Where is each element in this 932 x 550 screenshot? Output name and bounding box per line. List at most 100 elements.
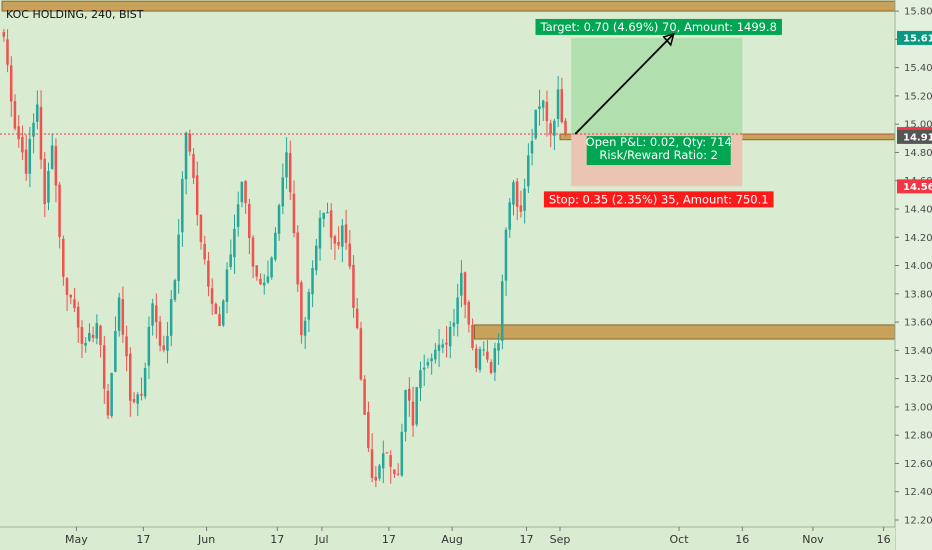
candle-body <box>300 282 303 336</box>
candle-body <box>244 181 247 204</box>
candle-body <box>188 133 192 152</box>
price-tag-stop: 14.56 <box>897 179 932 194</box>
candle-body <box>448 326 452 347</box>
candle-body <box>24 149 28 174</box>
candle-body <box>102 345 106 389</box>
candle-body <box>143 368 147 397</box>
svg-text:Risk/Reward Ratio: 2: Risk/Reward Ratio: 2 <box>599 148 718 162</box>
candle-body <box>288 153 292 193</box>
candle-body <box>355 308 359 328</box>
candle-body <box>341 225 344 247</box>
candle-body <box>381 453 385 469</box>
candle-body <box>396 473 400 475</box>
candle-body <box>221 300 225 326</box>
price-axis[interactable] <box>895 0 932 550</box>
profit-zone[interactable] <box>571 37 743 135</box>
candle-body <box>411 401 415 426</box>
candle-body <box>430 358 433 362</box>
candle-body <box>348 243 351 267</box>
candle-body <box>6 39 9 65</box>
x-tick-label: 17 <box>382 533 396 546</box>
candle-body <box>538 106 541 110</box>
candle-body <box>404 390 407 432</box>
target-label[interactable]: Target: 0.70 (4.69%) 70, Amount: 1499.8 <box>535 18 782 35</box>
candle-body <box>452 322 456 327</box>
candle-body <box>121 299 125 335</box>
candle-body <box>259 278 262 285</box>
y-tick-label: 15.20 <box>904 91 932 102</box>
candle-body <box>84 342 87 346</box>
candle-body <box>147 326 151 366</box>
y-tick-label: 13.60 <box>904 318 932 329</box>
candle-body <box>266 276 270 283</box>
candle-body <box>210 288 214 304</box>
candle-body <box>95 323 99 339</box>
candle-body <box>255 265 258 277</box>
y-tick-label: 13.80 <box>904 289 932 300</box>
candle-body <box>218 314 221 327</box>
x-tick-label: 17 <box>136 533 150 546</box>
candle-body <box>441 344 444 348</box>
candle-body <box>214 303 218 315</box>
x-tick-label: Oct <box>670 533 690 546</box>
candle-body <box>553 120 556 136</box>
candle-body <box>91 334 95 338</box>
candle-body <box>128 353 132 401</box>
candle-body <box>482 349 485 351</box>
candle-body <box>117 297 121 331</box>
candle-body <box>314 245 318 271</box>
candle-body <box>426 362 430 366</box>
stop-label[interactable]: Stop: 0.35 (2.35%) 35, Amount: 750.1 <box>543 191 774 208</box>
candle-body <box>471 324 474 348</box>
arrow-head <box>662 32 675 47</box>
candle-body <box>352 264 355 308</box>
svg-text:Stop: 0.35 (2.35%) 35, Amount:: Stop: 0.35 (2.35%) 35, Amount: 750.1 <box>549 192 769 206</box>
candle-body <box>106 390 110 416</box>
candle-body <box>274 232 277 260</box>
candle-body <box>13 101 17 129</box>
candle-body <box>281 177 285 207</box>
x-tick-label: Sep <box>550 533 571 546</box>
candle-body <box>285 152 288 178</box>
price-tag-last: 14.91 <box>897 129 932 144</box>
zone-rect[interactable] <box>473 324 896 340</box>
candle-body <box>277 205 281 234</box>
candle-body <box>39 106 43 160</box>
x-tick-label: 17 <box>520 533 534 546</box>
y-tick-label: 14.40 <box>904 204 932 215</box>
candle-body <box>541 100 545 108</box>
candle-body <box>155 305 158 323</box>
candle-body <box>229 254 232 267</box>
candle-body <box>326 212 329 214</box>
candle-body <box>240 181 244 203</box>
candle-body <box>73 299 76 309</box>
candle-body <box>195 175 199 216</box>
candle-body <box>169 299 173 336</box>
candle-body <box>207 260 210 287</box>
candle-body <box>556 89 560 119</box>
candle-body <box>184 132 188 180</box>
candle-body <box>359 328 363 380</box>
chart-title: KOC HOLDING, 240, BIST <box>6 8 144 21</box>
candle-body <box>560 89 564 123</box>
trend-arrow[interactable] <box>574 33 675 135</box>
y-tick-label: 12.20 <box>904 516 932 527</box>
time-axis[interactable] <box>0 527 895 550</box>
candle-body <box>500 281 504 341</box>
candle-body <box>527 155 530 187</box>
svg-text:Open P&L: 0.02, Qty: 714: Open P&L: 0.02, Qty: 714 <box>586 135 732 149</box>
candle-body <box>110 373 113 416</box>
candle-body <box>173 280 177 300</box>
candle-body <box>393 469 396 475</box>
svg-text:14.91: 14.91 <box>903 132 932 143</box>
candle-body <box>125 336 128 357</box>
candle-body <box>296 232 299 285</box>
candle-body <box>564 120 567 135</box>
svg-text:14.56: 14.56 <box>903 182 932 193</box>
candle-body <box>434 349 437 360</box>
y-tick-label: 12.80 <box>904 431 932 442</box>
candle-body <box>54 146 58 186</box>
